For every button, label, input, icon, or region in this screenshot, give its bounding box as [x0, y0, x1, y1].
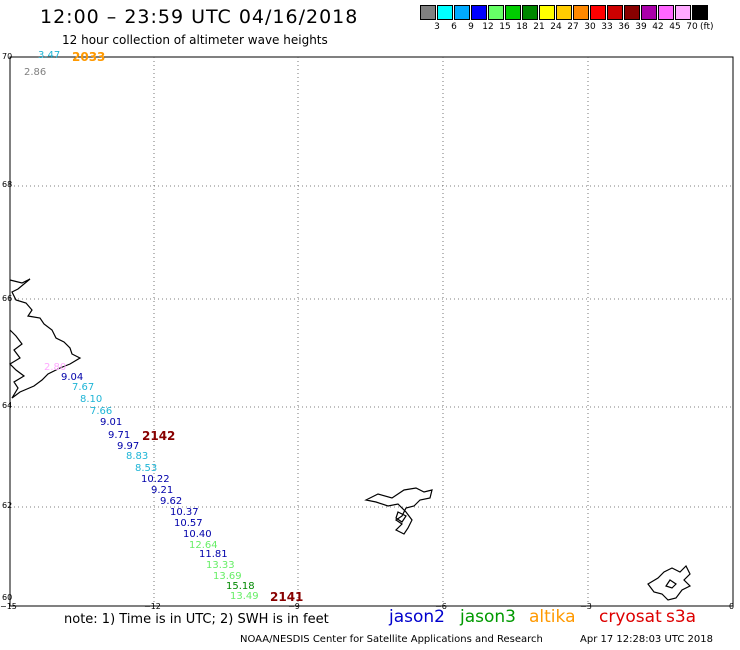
wave-height-label: 9.21 [151, 485, 174, 496]
wave-height-label: 2.86 [24, 67, 47, 78]
lat-label-62: 62 [2, 501, 13, 510]
colorbar-swatch [590, 5, 606, 20]
wave-height-label: 8.83 [126, 451, 149, 462]
shetland-islands-coastline [647, 564, 692, 601]
colorbar-swatch [692, 5, 708, 20]
colorbar-swatch [488, 5, 504, 20]
pass-time-label: 2142 [142, 429, 176, 443]
colorbar-swatch [556, 5, 572, 20]
lat-label-70: 70 [2, 52, 13, 61]
wave-height-label: 10.40 [183, 529, 212, 540]
pass-time-label: 2033 [72, 50, 106, 64]
wave-height-label: 8.53 [135, 463, 158, 474]
colorbar-swatch [437, 5, 453, 20]
lon-label-12w: −12 [144, 602, 161, 611]
colorbar-tick-label: 21 [533, 22, 545, 32]
lat-label-64: 64 [2, 401, 13, 410]
colorbar-tick-label: 9 [468, 22, 474, 32]
lon-label-15w: −15 [0, 602, 17, 611]
colorbar-swatch [675, 5, 691, 20]
wave-height-label: 13.33 [206, 560, 235, 571]
lat-label-66: 66 [2, 294, 13, 303]
colorbar-tick-label: 18 [516, 22, 528, 32]
wave-height-label: 9.71 [108, 430, 131, 441]
colorbar-tick-label: 12 [482, 22, 494, 32]
satellite-legend-altika: altika [529, 607, 576, 627]
wave-height-label: 9.04 [61, 372, 84, 383]
map-frame [9, 56, 734, 607]
wave-height-label: 13.69 [213, 571, 242, 582]
wave-height-label: 15.18 [226, 581, 255, 592]
colorbar-tick-label: 15 [499, 22, 511, 32]
lat-label-68: 68 [2, 180, 13, 189]
colorbar-tick-label: 6 [451, 22, 457, 32]
colorbar-tick-label: 30 [584, 22, 596, 32]
colorbar-swatch [607, 5, 623, 20]
colorbar-tick-label: 70 [686, 22, 698, 32]
colorbar-swatch [641, 5, 657, 20]
wave-height-label: 7.67 [72, 382, 95, 393]
wave-height-label: 13.49 [230, 591, 259, 602]
colorbar-tick-label: 42 [652, 22, 664, 32]
footer-note: note: 1) Time is in UTC; 2) SWH is in fe… [64, 612, 329, 627]
wave-height-label: 11.81 [199, 549, 228, 560]
colorbar-swatch [522, 5, 538, 20]
map-subtitle: 12 hour collection of altimeter wave hei… [62, 33, 328, 47]
wave-height-label: 3.47 [38, 50, 61, 61]
satellite-legend-s3a: s3a [666, 607, 697, 627]
lon-label-0: 0 [729, 602, 735, 611]
iceland-coastline [9, 278, 82, 399]
colorbar-tick-label: 39 [635, 22, 647, 32]
lon-label-6w: −6 [435, 602, 447, 611]
colorbar-tick-label: 24 [550, 22, 562, 32]
coastlines [9, 278, 692, 601]
colorbar-swatch [573, 5, 589, 20]
wave-height-label: 9.01 [100, 417, 123, 428]
faroe-islands-coastline [364, 487, 433, 535]
wave-height-label: 12.64 [189, 540, 218, 551]
colorbar-tick-label: 45 [669, 22, 681, 32]
satellite-legend-cryosat: cryosat [599, 607, 662, 627]
satellite-legend-jason3: jason3 [460, 607, 516, 627]
lon-label-9w: −9 [288, 602, 300, 611]
wave-height-label: 9.97 [117, 441, 140, 452]
wave-height-label: 2.80 [44, 362, 67, 373]
colorbar-swatch [539, 5, 555, 20]
satellite-legend-jason2: jason2 [389, 607, 445, 627]
colorbar-swatch [505, 5, 521, 20]
footer-credit: NOAA/NESDIS Center for Satellite Applica… [240, 634, 543, 645]
lat-label-60: 60 [2, 593, 13, 602]
colorbar-tick-label: 33 [601, 22, 613, 32]
wave-height-label: 8.10 [80, 394, 103, 405]
colorbar-unit: (ft) [700, 22, 714, 32]
graticule [10, 57, 733, 606]
colorbar-swatch [658, 5, 674, 20]
colorbar-swatch [471, 5, 487, 20]
colorbar-tick-label: 27 [567, 22, 579, 32]
footer-timestamp: Apr 17 12:28:03 UTC 2018 [580, 634, 713, 645]
colorbar-swatch [454, 5, 470, 20]
lon-label-3w: −3 [580, 602, 592, 611]
wave-height-label: 9.62 [160, 496, 183, 507]
pass-time-label: 2141 [270, 590, 304, 604]
wave-height-label: 10.37 [170, 507, 199, 518]
map-title: 12:00 – 23:59 UTC 04/16/2018 [40, 6, 359, 28]
wave-height-label: 10.57 [174, 518, 203, 529]
wave-height-label: 10.22 [141, 474, 170, 485]
colorbar-swatch [420, 5, 436, 20]
colorbar-tick-label: 36 [618, 22, 630, 32]
wave-height-label: 7.66 [90, 406, 113, 417]
colorbar-swatch [624, 5, 640, 20]
colorbar-tick-label: 3 [434, 22, 440, 32]
